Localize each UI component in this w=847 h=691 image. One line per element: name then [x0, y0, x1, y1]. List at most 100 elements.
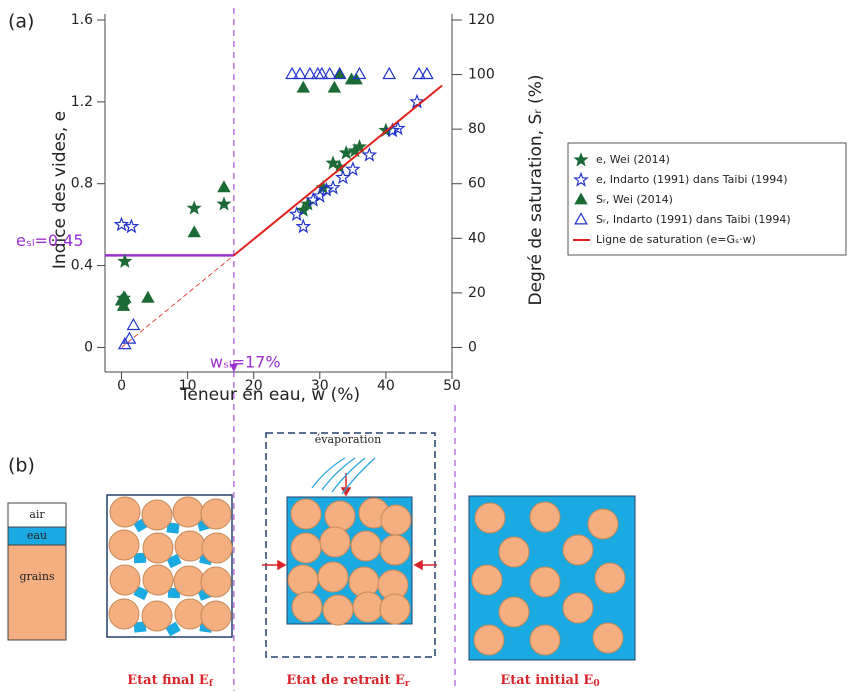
- state-label: Etat de retrait Er: [286, 673, 410, 689]
- grain: [562, 534, 594, 566]
- grain: [174, 598, 206, 630]
- panel-label: (a): [8, 11, 34, 33]
- star-point: [113, 216, 130, 232]
- y-tick-label: 0.4: [71, 258, 93, 274]
- grain: [142, 564, 174, 596]
- grain: [173, 565, 205, 597]
- grain: [200, 566, 232, 598]
- triangle-point: [412, 66, 426, 80]
- star-point: [216, 196, 232, 211]
- triangle-point: [303, 66, 317, 80]
- shrink-envelope: [265, 432, 436, 658]
- grain: [380, 504, 412, 536]
- y2-tick-label: 20: [468, 285, 486, 301]
- y2-tick-label: 40: [468, 230, 486, 246]
- water-film: [133, 552, 147, 564]
- star-point: [325, 155, 341, 170]
- triangle-point: [118, 290, 132, 303]
- triangle-point: [310, 66, 325, 80]
- grain: [474, 502, 506, 534]
- final-state: [108, 496, 233, 637]
- x-tick-label: 10: [179, 378, 197, 394]
- star-point: [305, 191, 322, 207]
- x-tick-label: 30: [311, 378, 329, 394]
- star-point: [288, 206, 305, 222]
- triangle-point: [293, 66, 307, 80]
- grain: [587, 508, 619, 540]
- line-extension: [121, 255, 235, 348]
- evaporation-arrows: [311, 457, 376, 495]
- star-point: [325, 179, 341, 195]
- legend-marker: [573, 171, 589, 187]
- star-point: [361, 146, 378, 162]
- legend-label: Ligne de saturation (e=Gₛ·w): [596, 233, 756, 246]
- grain: [201, 532, 233, 564]
- star-point: [123, 218, 140, 234]
- x-tick-label: 40: [377, 378, 395, 394]
- triangle-point: [122, 331, 137, 344]
- grain: [290, 532, 322, 564]
- air-box: [7, 502, 67, 528]
- triangle-point: [332, 66, 347, 80]
- grain: [200, 498, 232, 530]
- water-film: [165, 621, 181, 637]
- legend-marker: [574, 212, 588, 225]
- triangle-point: [332, 67, 347, 79]
- grain-box: [7, 544, 67, 641]
- shrink-state: [287, 497, 412, 626]
- star-point: [117, 253, 133, 268]
- grain: [592, 622, 624, 654]
- legend-marker: [573, 152, 589, 167]
- legend-water: eau: [27, 529, 47, 542]
- grain: [319, 526, 351, 558]
- grain: [108, 529, 140, 561]
- grain: [350, 530, 382, 562]
- shrinkage-limit-w-label: wₛₗ=17%: [210, 353, 281, 372]
- triangle-point: [141, 290, 155, 303]
- star-point: [335, 169, 351, 185]
- grain: [379, 593, 411, 625]
- evaporation-label: évaporation: [315, 433, 381, 446]
- y2-tick-label: 0: [468, 339, 477, 355]
- legend: [567, 142, 847, 256]
- grain: [594, 562, 626, 594]
- water-film: [166, 522, 180, 534]
- triangle-point: [187, 225, 201, 238]
- grain: [172, 496, 204, 528]
- grain: [322, 594, 354, 626]
- grain: [141, 499, 173, 531]
- star-point: [345, 161, 361, 177]
- triangle-point: [420, 66, 434, 80]
- grain: [324, 500, 356, 532]
- x-tick-label: 50: [443, 378, 461, 394]
- star-point: [318, 181, 335, 197]
- y2-tick-label: 60: [468, 176, 486, 192]
- legend-label: e, Indarto (1991) dans Taibi (1994): [596, 173, 788, 186]
- initial-state: [471, 501, 626, 656]
- y-tick-label: 0: [84, 339, 93, 355]
- star-point: [409, 93, 425, 109]
- triangle-point: [285, 66, 299, 80]
- triangle-point: [327, 80, 342, 93]
- triangle-point: [352, 66, 367, 80]
- shrinkage-limit-arrow: [229, 364, 238, 372]
- y-axis-label: Indice des vides, e: [50, 111, 70, 269]
- triangle-point: [126, 317, 141, 331]
- legend-air: air: [29, 508, 45, 521]
- legend-label: Sᵣ, Indarto (1991) dans Taibi (1994): [596, 213, 791, 226]
- star-point: [295, 218, 312, 234]
- state-label: Etat initial E0: [500, 673, 599, 689]
- star-point: [295, 202, 311, 217]
- panel-label: (b): [8, 455, 35, 477]
- grain: [529, 624, 561, 656]
- grain: [529, 501, 561, 533]
- star-point: [186, 200, 202, 215]
- triangle-point: [382, 66, 397, 80]
- y2-axis-label: Degré de saturation, Sᵣ (%): [526, 75, 546, 306]
- grain: [109, 496, 141, 528]
- legend-marker: [574, 192, 588, 205]
- legend-grains: grains: [19, 570, 54, 583]
- state-label: Etat final Ef: [127, 673, 214, 689]
- star-point: [389, 120, 406, 136]
